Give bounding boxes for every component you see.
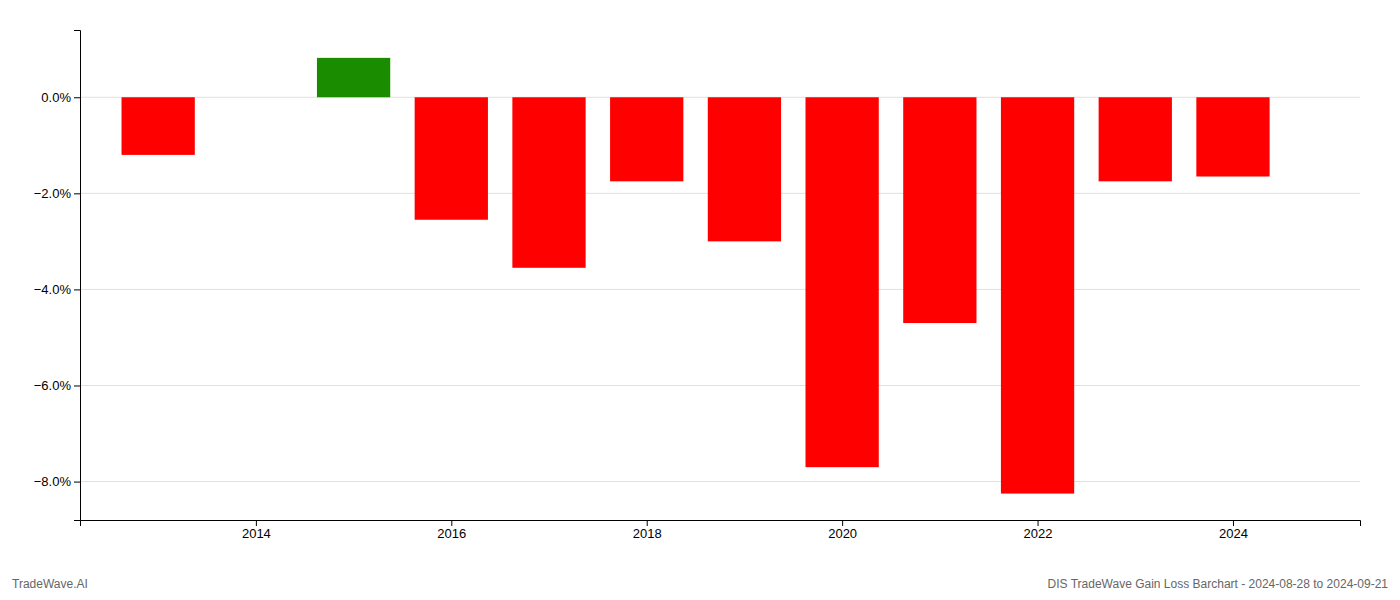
y-tick-label: −8.0% — [34, 474, 72, 489]
bar — [903, 97, 976, 323]
bar — [708, 97, 781, 241]
y-tick: −2.0% — [34, 186, 80, 201]
y-axis-line — [74, 31, 81, 521]
bar — [1196, 97, 1269, 176]
x-tick: 2024 — [1219, 520, 1248, 541]
x-tick-label: 2024 — [1219, 526, 1248, 541]
x-tick-mark — [256, 520, 257, 526]
y-tick-mark — [74, 482, 80, 483]
bar — [1099, 97, 1172, 181]
grid-line — [80, 289, 1360, 290]
grid-line — [80, 385, 1360, 386]
chart: 2014 2016 2018 2020 2022 2024 0.0% −2.0% −4.0% −6… — [0, 0, 1400, 600]
y-tick-label: −6.0% — [34, 378, 72, 393]
y-tick-mark — [74, 193, 80, 194]
y-tick-label: −4.0% — [34, 282, 72, 297]
x-tick-mark — [451, 520, 452, 526]
y-axis: 0.0% −2.0% −4.0% −6.0% −8.0% — [34, 31, 81, 521]
bar — [122, 97, 195, 155]
x-tick: 2020 — [828, 520, 857, 541]
x-tick-mark — [1233, 520, 1234, 526]
x-axis-line — [81, 521, 1361, 527]
x-tick-label: 2020 — [828, 526, 857, 541]
x-tick-label: 2016 — [437, 526, 466, 541]
x-tick-label: 2014 — [242, 526, 271, 541]
x-tick-label: 2022 — [1024, 526, 1053, 541]
y-tick-label: 0.0% — [41, 90, 71, 105]
y-tick-mark — [74, 385, 80, 386]
x-tick-label: 2018 — [633, 526, 662, 541]
x-tick-mark — [1038, 520, 1039, 526]
y-tick-label: −2.0% — [34, 186, 72, 201]
x-tick: 2016 — [437, 520, 466, 541]
x-axis: 2014 2016 2018 2020 2022 2024 — [81, 520, 1361, 541]
y-tick: 0.0% — [41, 90, 80, 105]
y-tick: −6.0% — [34, 378, 80, 393]
bar — [805, 97, 878, 467]
y-tick: −8.0% — [34, 474, 80, 489]
bar — [512, 97, 585, 268]
bar — [610, 97, 683, 181]
y-tick-mark — [74, 289, 80, 290]
grid — [80, 97, 1360, 481]
grid-line — [80, 481, 1360, 482]
x-tick: 2018 — [633, 520, 662, 541]
bar — [317, 58, 390, 97]
footer-text: DIS TradeWave Gain Loss Barchart - 2024-… — [1048, 577, 1389, 591]
footer-text: TradeWave.AI — [12, 577, 88, 591]
x-tick: 2014 — [242, 520, 271, 541]
bar — [1001, 97, 1074, 493]
x-tick-mark — [647, 520, 648, 526]
x-tick-mark — [842, 520, 843, 526]
x-tick: 2022 — [1024, 520, 1053, 541]
y-tick-mark — [74, 97, 80, 98]
bars — [122, 58, 1270, 494]
bar — [415, 97, 488, 220]
y-tick: −4.0% — [34, 282, 80, 297]
